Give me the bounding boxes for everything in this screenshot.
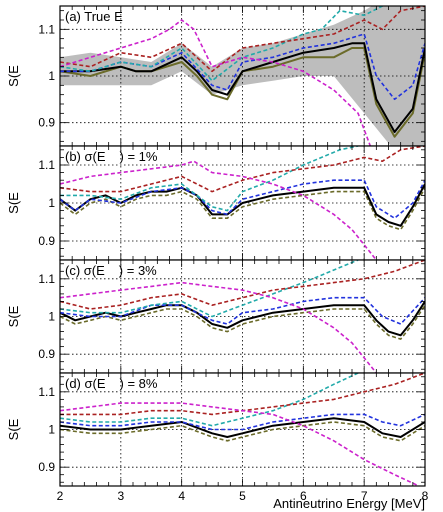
y-tick-label: 1 xyxy=(48,310,55,324)
panel-label-main: (b) σ(E xyxy=(65,149,106,164)
plot-content xyxy=(60,373,425,486)
y-tick-label: 1 xyxy=(48,196,55,210)
uncertainty-band xyxy=(60,6,425,146)
panel-label: (b) σ(E ) = 1% xyxy=(65,149,158,164)
panel-4: 0.9 1 1.1 (d) σ(E ) = 8% S(E xyxy=(6,372,426,487)
y-tick-label: 1.1 xyxy=(38,22,55,36)
x-tick-label: 5 xyxy=(239,489,246,503)
series-line-1 xyxy=(60,187,425,231)
y-tick-label: 0.9 xyxy=(38,460,55,474)
series-line-1 xyxy=(60,304,425,340)
plot-content xyxy=(60,146,425,260)
y-tick-label: 1.1 xyxy=(38,385,55,399)
series-line-4 xyxy=(60,260,359,318)
series-line-2 xyxy=(60,300,425,337)
x-tick-label: 2 xyxy=(57,489,64,503)
series-line-6 xyxy=(60,19,372,146)
series-line-6 xyxy=(60,402,420,486)
y-tick-label: 1 xyxy=(48,69,55,83)
y-axis-label: S(E xyxy=(6,65,21,87)
panel-label: (c) σ(E ) = 3% xyxy=(65,263,157,278)
panel-3: 0.9 1 1.1 (c) σ(E ) = 3% S(E xyxy=(6,259,426,374)
plot-content xyxy=(60,260,425,373)
panel-label-tail: ) = 1% xyxy=(120,149,158,164)
y-tick-label: 0.9 xyxy=(38,234,55,248)
x-tick-label: 4 xyxy=(178,489,185,503)
x-tick-label: 8 xyxy=(422,489,429,503)
x-axis-label: Antineutrino Energy [MeV] xyxy=(273,496,425,511)
panel-label-main: (a) True E xyxy=(65,9,123,24)
x-tick-label: 7 xyxy=(361,489,368,503)
series-line-4 xyxy=(60,373,359,427)
series-line-6 xyxy=(60,160,377,260)
series-line-4 xyxy=(60,6,386,82)
series-line-5 xyxy=(60,6,425,73)
series-line-4 xyxy=(60,146,359,212)
panel-label: (d) σ(E ) = 8% xyxy=(65,376,158,391)
panel-1: 0.9 1 1.1 (a) True E S(E xyxy=(6,5,426,147)
series-line-5 xyxy=(60,146,425,193)
y-tick-label: 0.9 xyxy=(38,116,55,130)
panel-label-tail: ) = 3% xyxy=(119,263,157,278)
y-tick-label: 0.9 xyxy=(38,347,55,361)
panel-label: (a) True E xyxy=(65,9,123,24)
series-line-2 xyxy=(60,417,425,438)
y-axis-label: S(E xyxy=(6,418,21,440)
plot-content xyxy=(60,6,425,146)
y-tick-label: 1.1 xyxy=(38,158,55,172)
y-tick-label: 1.1 xyxy=(38,272,55,286)
panel-label-tail: ) = 8% xyxy=(120,376,158,391)
x-tick-label: 6 xyxy=(300,489,307,503)
series-line-3 xyxy=(60,413,425,431)
series-line-6 xyxy=(60,281,377,373)
y-axis-label: S(E xyxy=(6,305,21,327)
panel-label-main: (c) σ(E xyxy=(65,263,105,278)
panel-2: 0.9 1 1.1 (b) σ(E ) = 1% S(E xyxy=(6,145,426,261)
x-tick-label: 3 xyxy=(117,489,124,503)
y-axis-label: S(E xyxy=(6,192,21,214)
y-tick-label: 1 xyxy=(48,423,55,437)
series-line-2 xyxy=(60,42,425,133)
series-line-5 xyxy=(60,260,425,310)
panel-label-main: (d) σ(E xyxy=(65,376,106,391)
series-line-3 xyxy=(60,179,425,219)
series-line-3 xyxy=(60,296,425,325)
